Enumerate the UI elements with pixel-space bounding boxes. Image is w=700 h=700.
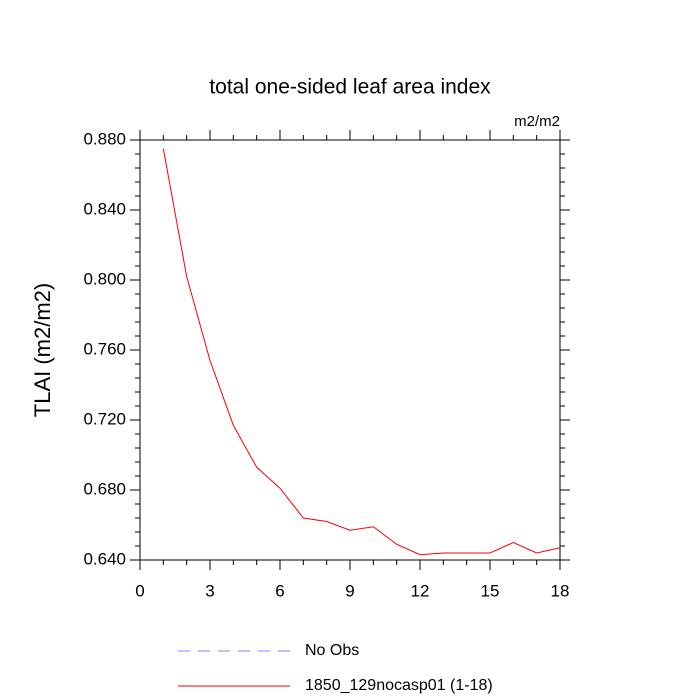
x-tick-label: 0 [135, 581, 144, 600]
plot-frame [139, 139, 561, 561]
x-tick-label: 3 [205, 581, 214, 600]
x-tick-label: 12 [411, 581, 430, 600]
y-tick-label: 0.880 [83, 129, 126, 148]
x-tick-label: 6 [275, 581, 284, 600]
y-tick-label: 0.800 [83, 269, 126, 288]
y-tick-label: 0.840 [83, 199, 126, 218]
units-label: m2/m2 [514, 113, 560, 130]
x-tick-label: 15 [481, 581, 500, 600]
y-axis-label: TLAI (m2/m2) [30, 283, 55, 417]
series-line [162, 148, 561, 556]
x-tick-label: 9 [345, 581, 354, 600]
y-tick-label: 0.640 [83, 549, 126, 568]
chart-title: total one-sided leaf area index [209, 76, 491, 99]
y-tick-label: 0.720 [83, 409, 126, 428]
legend-label: 1850_129nocasp01 (1-18) [305, 677, 493, 694]
legend-label: No Obs [305, 642, 359, 659]
x-tick-label: 18 [551, 581, 570, 600]
y-tick-label: 0.680 [83, 479, 126, 498]
y-tick-label: 0.760 [83, 339, 126, 358]
